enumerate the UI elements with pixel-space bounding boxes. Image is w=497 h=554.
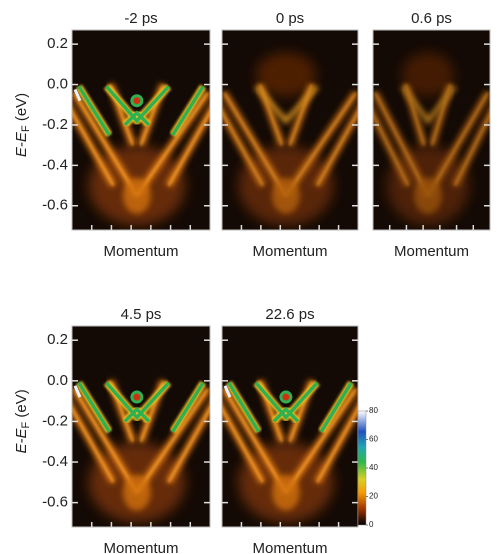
band-peak bbox=[123, 110, 151, 127]
spectrum-image bbox=[72, 83, 210, 226]
y-tick-label: -0.2 bbox=[42, 412, 68, 429]
band-node bbox=[279, 390, 293, 404]
y-tick-label: 0.2 bbox=[47, 331, 68, 348]
panel-title: 0.6 ps bbox=[411, 10, 452, 27]
band-core bbox=[167, 406, 210, 483]
x-axis-label: Momentum bbox=[103, 540, 178, 554]
y-axis-label-unit: (eV) bbox=[13, 93, 30, 126]
band-core bbox=[427, 91, 489, 197]
band-peak bbox=[227, 381, 261, 433]
band-peak bbox=[254, 381, 319, 421]
band-inner bbox=[254, 84, 320, 125]
panel-frame bbox=[372, 29, 491, 231]
band-peak bbox=[171, 381, 205, 433]
band-core bbox=[136, 91, 209, 197]
band-peak bbox=[77, 85, 111, 137]
band-peak bbox=[272, 406, 300, 423]
y-tick-label: -0.4 bbox=[42, 453, 68, 470]
colorbar: 0 20 40 60 80 bbox=[357, 406, 378, 529]
band-core bbox=[73, 388, 138, 494]
spectrum-image bbox=[222, 379, 358, 523]
band-core bbox=[223, 91, 287, 197]
panel: 22.6 ps Momentum bbox=[221, 306, 359, 554]
colorbar-tick-label: 20 bbox=[369, 492, 378, 501]
glow bbox=[256, 52, 316, 97]
band-core bbox=[73, 91, 138, 197]
band-top-peak bbox=[73, 88, 82, 102]
panel-title: 4.5 ps bbox=[121, 306, 162, 323]
band-core bbox=[316, 406, 358, 483]
panel-title: 0 ps bbox=[276, 10, 304, 27]
band-core bbox=[374, 92, 429, 197]
tail bbox=[122, 474, 151, 511]
panel: 0.6 ps Momentum bbox=[372, 10, 491, 260]
band-core bbox=[373, 112, 409, 187]
band-core bbox=[167, 110, 210, 187]
y-tick-label: -0.2 bbox=[42, 116, 68, 133]
band-peak bbox=[105, 85, 170, 124]
y-axis-label-main: E-E bbox=[13, 131, 30, 157]
band-core bbox=[222, 406, 264, 483]
band-core bbox=[285, 91, 357, 197]
y-axis-label-main: E-E bbox=[13, 428, 30, 454]
x-axis-label: Momentum bbox=[252, 243, 327, 260]
y-tick-label: -0.6 bbox=[42, 197, 68, 214]
band-core bbox=[316, 110, 358, 187]
band-core bbox=[136, 388, 209, 494]
panel: 0 ps Momentum bbox=[221, 10, 359, 260]
band-top-peak bbox=[223, 385, 232, 398]
panel: 0.2 0.0 -0.2 -0.4 -0.6 -2 ps Momentum E-EF (eV) bbox=[13, 10, 211, 260]
band-core bbox=[223, 388, 287, 494]
y-axis-label-unit: (eV) bbox=[13, 389, 30, 422]
colorbar-tick-label: 0 bbox=[369, 520, 374, 529]
tail bbox=[122, 177, 151, 214]
colorbar-tick-label: 60 bbox=[369, 435, 378, 444]
band-peak bbox=[123, 406, 151, 423]
y-tick-label: -0.6 bbox=[42, 494, 68, 511]
panel-frame bbox=[221, 29, 359, 231]
colorbar-scale bbox=[357, 410, 367, 526]
band-core bbox=[72, 110, 115, 187]
y-tick-label: 0.0 bbox=[47, 76, 68, 93]
spectrum-image bbox=[222, 52, 358, 226]
panel-frame bbox=[71, 29, 211, 231]
band-peak bbox=[105, 381, 170, 421]
band-node bbox=[130, 94, 144, 108]
panel-frame bbox=[71, 325, 211, 528]
band-peak bbox=[171, 85, 205, 137]
colorbar-tick-label: 40 bbox=[369, 463, 378, 472]
panel: 0.2 0.0 -0.2 -0.4 -0.6 4.5 ps Momentum E-EF (eV… bbox=[13, 306, 211, 554]
tail bbox=[413, 177, 442, 214]
x-axis-label: Momentum bbox=[394, 243, 469, 260]
panel-title: -2 ps bbox=[124, 10, 157, 27]
y-axis-label-sub: F bbox=[20, 422, 32, 429]
band-core bbox=[285, 388, 357, 494]
band-node bbox=[130, 390, 144, 404]
band-top-peak bbox=[73, 385, 82, 398]
spectrum-image bbox=[373, 52, 490, 226]
colorbar-tick-label: 80 bbox=[369, 406, 378, 415]
y-axis-label: E-EF (eV) bbox=[13, 389, 32, 453]
band-peak bbox=[319, 381, 353, 433]
band-peak bbox=[77, 381, 111, 433]
y-axis-label-sub: F bbox=[20, 125, 32, 132]
band-core bbox=[222, 110, 264, 187]
y-tick-label: 0.2 bbox=[47, 35, 68, 52]
y-tick-label: 0.0 bbox=[47, 372, 68, 389]
x-axis-label: Momentum bbox=[252, 540, 327, 554]
y-axis-label: E-EF (eV) bbox=[13, 93, 32, 157]
band-core bbox=[454, 112, 490, 187]
y-tick-label: -0.4 bbox=[42, 156, 68, 173]
panel-title: 22.6 ps bbox=[265, 306, 314, 323]
spectrum-image bbox=[72, 379, 210, 523]
band-inner bbox=[400, 84, 457, 126]
glow bbox=[402, 52, 454, 97]
band-core bbox=[72, 406, 115, 483]
tail bbox=[271, 177, 300, 214]
x-axis-label: Momentum bbox=[103, 243, 178, 260]
tail bbox=[271, 474, 300, 511]
